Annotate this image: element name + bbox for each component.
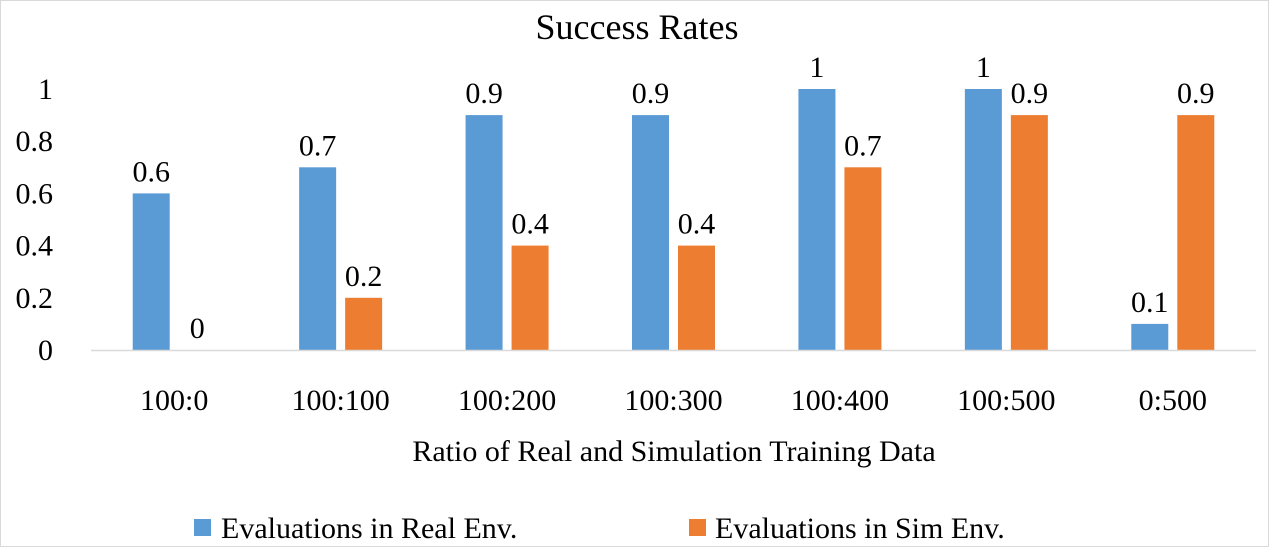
y-tick-label: 0 bbox=[38, 334, 53, 367]
data-label: 0.9 bbox=[1177, 77, 1215, 110]
x-axis-ticks: 100:0 100:100 100:200 100:300 100:400 100:500… bbox=[140, 384, 1207, 417]
legend-swatch-real bbox=[194, 519, 211, 536]
data-label: 0.4 bbox=[678, 208, 716, 241]
data-label: 0.7 bbox=[844, 129, 882, 162]
bar-real-5 bbox=[798, 89, 836, 350]
x-tick-label: 100:200 bbox=[458, 384, 556, 417]
x-tick-label: 100:0 bbox=[140, 384, 208, 417]
data-label: 0.6 bbox=[132, 155, 170, 188]
legend-swatch-sim bbox=[689, 519, 706, 536]
data-label: 0.9 bbox=[1011, 77, 1049, 110]
x-tick-label: 100:300 bbox=[624, 384, 722, 417]
bar-data-labels: 0.6 0 0.7 0.2 0.9 0.4 0.9 0.4 1 0.7 1 0.9 0.1 0.9 bbox=[132, 51, 1214, 345]
bar-real-2 bbox=[299, 167, 337, 350]
chart-title: Success Rates bbox=[536, 7, 739, 47]
x-tick-label: 0:500 bbox=[1139, 384, 1207, 417]
x-axis-title: Ratio of Real and Simulation Training Da… bbox=[412, 435, 935, 468]
y-tick-label: 0.6 bbox=[16, 177, 54, 210]
bar-real-4 bbox=[632, 115, 669, 350]
legend-label-sim: Evaluations in Sim Env. bbox=[715, 512, 1005, 545]
data-label: 0.4 bbox=[511, 208, 549, 241]
data-label: 0.2 bbox=[345, 260, 383, 293]
legend-label-real: Evaluations in Real Env. bbox=[221, 512, 517, 545]
y-tick-label: 0.4 bbox=[16, 230, 54, 263]
bar-sim-3 bbox=[511, 245, 549, 350]
bar-real-6 bbox=[964, 89, 1002, 350]
data-label: 1 bbox=[976, 51, 991, 84]
y-tick-label: 1 bbox=[38, 73, 53, 106]
bar-real-1 bbox=[132, 193, 170, 350]
x-tick-label: 100:100 bbox=[291, 384, 389, 417]
bar-sim-6 bbox=[1010, 115, 1048, 350]
bar-sim-4 bbox=[678, 245, 715, 350]
y-axis-ticks: 0 0.2 0.4 0.6 0.8 1 bbox=[16, 73, 54, 367]
data-label: 1 bbox=[809, 51, 824, 84]
bar-sim-5 bbox=[844, 167, 882, 350]
y-tick-label: 0.2 bbox=[16, 282, 54, 315]
data-label: 0.9 bbox=[632, 77, 670, 110]
data-label: 0 bbox=[190, 312, 205, 345]
bar-real-3 bbox=[465, 115, 503, 350]
y-tick-label: 0.8 bbox=[16, 125, 54, 158]
x-tick-label: 100:400 bbox=[791, 384, 889, 417]
bar-real-7 bbox=[1131, 323, 1169, 350]
bar-sim-7 bbox=[1177, 115, 1215, 350]
bar-sim-2 bbox=[345, 297, 383, 350]
x-tick-label: 100:500 bbox=[957, 384, 1055, 417]
data-label: 0.9 bbox=[465, 77, 503, 110]
legend: Evaluations in Real Env. Evaluations in S… bbox=[194, 512, 1005, 545]
data-label: 0.7 bbox=[299, 129, 337, 162]
bars bbox=[132, 89, 1215, 350]
data-label: 0.1 bbox=[1131, 286, 1169, 319]
